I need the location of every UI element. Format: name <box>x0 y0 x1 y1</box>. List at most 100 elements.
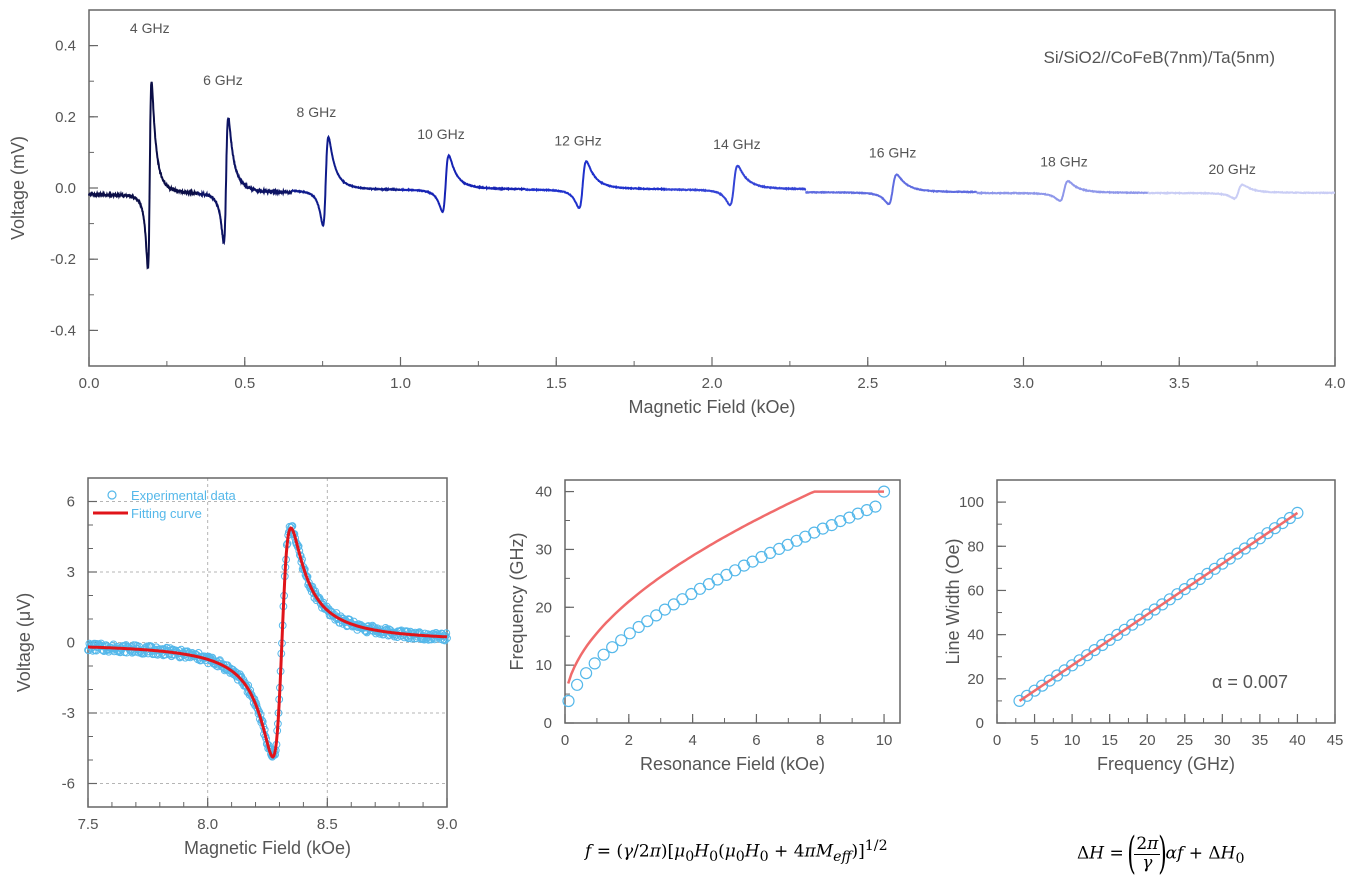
top-chart-panel: 0.0 0.5 1.0 1.5 2.0 2.5 3.0 3.5 4.0 -0.4 -0.2 0.0 0.… <box>8 9 1346 417</box>
y-tick-label: 0 <box>544 715 552 732</box>
y-tick-label: 20 <box>535 599 552 616</box>
x-tick-label: 9.0 <box>437 816 458 833</box>
y-tick-label: 10 <box>535 657 552 674</box>
data-point <box>1291 506 1304 520</box>
y-tick-label: 0 <box>67 635 75 652</box>
data-point <box>588 657 601 670</box>
data-point <box>869 500 882 513</box>
x-tick-label: 0.5 <box>234 375 255 392</box>
data-point <box>755 550 768 564</box>
peak-label: 14 GHz <box>713 136 760 152</box>
x-tick-label: 1.5 <box>546 375 567 392</box>
data-point <box>570 678 584 691</box>
peak-label: 20 GHz <box>1208 161 1255 177</box>
damping-equation: ΔH = (2π γ)αf + ΔH0 <box>1077 828 1245 879</box>
x-tick-label: 6 <box>752 732 760 749</box>
data-point <box>772 542 786 556</box>
legend-label-fit: Fitting curve <box>131 506 202 521</box>
peak-label: 16 GHz <box>869 145 916 161</box>
x-tick-label: 8.5 <box>317 816 338 833</box>
x-tick-label: 35 <box>1252 732 1269 749</box>
data-point <box>641 615 654 628</box>
x-tick-label: 3.0 <box>1013 375 1034 392</box>
y-tick-label: -0.2 <box>50 251 76 268</box>
y-tick-label: 3 <box>67 564 75 581</box>
y-axis-label: Line Width (Oe) <box>943 538 963 664</box>
x-tick-label: 25 <box>1176 732 1193 749</box>
data-point <box>562 694 575 708</box>
data-point <box>632 620 645 634</box>
x-tick-label: 3.5 <box>1169 375 1190 392</box>
data-point <box>790 534 803 547</box>
x-axis-label: Frequency (GHz) <box>1097 754 1235 774</box>
data-point <box>860 504 873 517</box>
voltage-curve-series <box>291 134 402 228</box>
x-tick-label: 1.0 <box>390 375 411 392</box>
kittel-chart-panel: 0 2 4 6 8 10 0 10 20 30 40 Resonance Field (kOe) Fre… <box>507 479 901 774</box>
y-tick-label: 0.2 <box>55 109 76 126</box>
data-point <box>808 526 821 539</box>
fit-chart-panel: 7.5 8.0 8.5 9.0 -6 -3 0 3 6 Magnetic Field (kOe) V… <box>14 477 458 858</box>
x-tick-label: 2.5 <box>857 375 878 392</box>
x-tick-label: 7.5 <box>78 816 99 833</box>
x-tick-label: 8 <box>816 732 824 749</box>
data-point <box>737 559 751 572</box>
y-tick-label: 0.0 <box>55 180 76 197</box>
x-tick-label: 30 <box>1214 732 1231 749</box>
x-tick-label: 45 <box>1327 732 1344 749</box>
y-axis-label: Frequency (GHz) <box>507 532 527 670</box>
legend-marker-experimental <box>107 490 117 500</box>
x-axis-label: Magnetic Field (kOe) <box>628 397 795 417</box>
y-tick-label: 40 <box>967 627 984 644</box>
data-point <box>658 603 672 616</box>
data-point <box>816 522 829 535</box>
y-tick-label: 20 <box>967 671 984 688</box>
voltage-curve-series <box>400 153 526 214</box>
plot-frame <box>564 479 901 724</box>
x-tick-label: 5 <box>1030 732 1038 749</box>
y-tick-label: 60 <box>967 582 984 599</box>
y-axis-label: Voltage (mV) <box>8 136 28 240</box>
fitting-curve <box>88 526 448 759</box>
kittel-fit-curve <box>567 490 884 684</box>
peak-label: 18 GHz <box>1040 154 1087 170</box>
alpha-annotation: α = 0.007 <box>1212 672 1288 692</box>
x-tick-label: 40 <box>1289 732 1306 749</box>
data-point <box>843 511 856 524</box>
x-tick-label: 0 <box>993 732 1001 749</box>
y-tick-label: -3 <box>62 705 75 722</box>
voltage-curve-series <box>524 160 666 210</box>
y-tick-label: -6 <box>62 776 75 793</box>
y-tick-label: 0 <box>976 715 984 732</box>
x-tick-label: 15 <box>1101 732 1118 749</box>
x-tick-label: 10 <box>1064 732 1081 749</box>
peak-label: 6 GHz <box>203 72 243 88</box>
x-tick-label: 2 <box>625 732 633 749</box>
x-tick-label: 20 <box>1139 732 1156 749</box>
x-axis-label: Magnetic Field (kOe) <box>184 838 351 858</box>
voltage-curve-series <box>664 164 807 207</box>
y-tick-label: 0.4 <box>55 38 76 55</box>
data-point <box>623 627 636 640</box>
voltage-curve-series <box>88 81 199 270</box>
data-point <box>615 634 628 647</box>
x-axis-label: Resonance Field (kOe) <box>640 754 825 774</box>
peak-label: 12 GHz <box>554 132 601 148</box>
y-tick-label: 100 <box>959 494 984 511</box>
plot-frame <box>87 477 448 808</box>
data-point <box>685 587 698 601</box>
y-tick-label: -0.4 <box>50 322 76 339</box>
voltage-curve-series <box>976 179 1149 202</box>
data-point <box>606 641 619 654</box>
sample-annotation: Si/SiO2//CoFeB(7nm)/Ta(5nm) <box>1044 48 1275 67</box>
y-tick-label: 30 <box>535 541 552 558</box>
x-tick-label: 10 <box>876 732 893 749</box>
legend-label-experimental: Experimental data <box>131 488 237 503</box>
x-tick-label: 4.0 <box>1325 375 1346 392</box>
voltage-curve-series <box>197 117 293 246</box>
data-point <box>825 518 838 532</box>
y-tick-label: 80 <box>967 538 984 555</box>
y-tick-label: 40 <box>535 484 552 501</box>
peak-label: 4 GHz <box>130 20 170 36</box>
